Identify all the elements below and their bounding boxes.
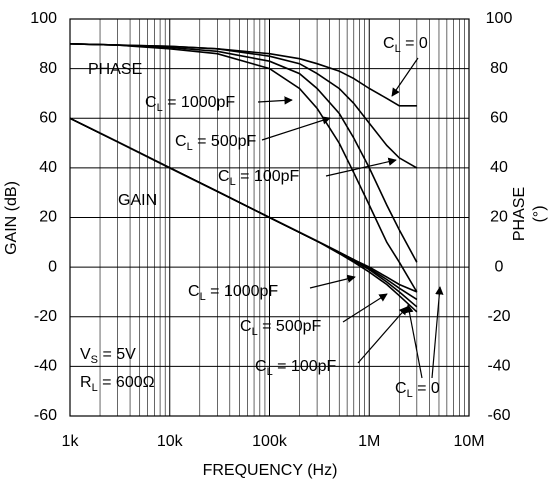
y-tick-label: 100 [30, 10, 57, 27]
annotation-text: = 0 [401, 35, 428, 52]
annotation-text: C [175, 133, 187, 150]
y-tick-label: -20 [34, 308, 57, 325]
annotation-subscript: L [395, 43, 401, 55]
annotation-arrow [405, 304, 423, 379]
annotation-subscript: L [157, 102, 163, 114]
annotation-arrow [325, 157, 397, 177]
annotation: CL = 100pF [255, 358, 337, 378]
y-tick-label: -60 [34, 407, 57, 424]
annotation-text: R [80, 374, 92, 391]
y2-tick-label: 40 [490, 159, 508, 176]
annotation: CL = 0 [383, 35, 428, 55]
annotation: CL = 0 [395, 380, 440, 400]
y2-tick-label: -40 [487, 358, 510, 375]
y2-tick-label: 60 [490, 109, 508, 126]
annotation-text: C [188, 283, 200, 300]
y2-tick-label: 0 [495, 258, 504, 275]
y-tick-label: 0 [48, 258, 57, 275]
annotation: CL = 500pF [240, 318, 322, 338]
annotation: RL = 600Ω [80, 374, 155, 394]
annotation-text: V [80, 346, 91, 363]
y-tick-label: 40 [39, 159, 57, 176]
annotation: VS = 5V [80, 346, 136, 366]
x-tick-label: 10k [157, 433, 184, 450]
annotation: GAIN [118, 192, 157, 209]
annotation-text: PHASE [88, 61, 142, 78]
annotation: CL = 100pF [218, 168, 300, 188]
annotation-text: = 500pF [193, 133, 257, 150]
annotation-text: C [383, 35, 395, 52]
annotation-text: = 600Ω [98, 374, 155, 391]
y-tick-label: -40 [34, 358, 57, 375]
y-axis-label: GAIN (dB) [3, 181, 20, 255]
annotation-text: = 500pF [258, 318, 322, 335]
y-tick-label: 80 [39, 60, 57, 77]
annotation-subscript: L [230, 176, 236, 188]
annotation-arrow [431, 286, 444, 379]
x-tick-label: 100k [252, 433, 288, 450]
x-tick-label: 10M [453, 433, 484, 450]
y2-tick-label: 80 [490, 60, 508, 77]
annotation-subscript: L [187, 141, 193, 153]
series-line [69, 43, 418, 293]
series-line [69, 43, 418, 169]
annotation-arrow [357, 306, 408, 364]
annotation-text: = 100pF [273, 358, 337, 375]
annotation-arrow [342, 293, 388, 323]
annotation-text: = 0 [413, 380, 440, 397]
annotation-subscript: L [407, 388, 413, 400]
annotation-subscript: S [91, 354, 98, 366]
annotation-text: C [145, 94, 157, 111]
annotation-subscript: L [92, 382, 98, 394]
y2-axis-label: (°) [531, 205, 548, 222]
y2-tick-label: -60 [487, 407, 510, 424]
annotation-text: C [255, 358, 267, 375]
annotation-arrow [257, 96, 293, 105]
y2-axis-label: PHASE [511, 187, 528, 241]
annotation-text: C [395, 380, 407, 397]
annotation: CL = 1000pF [188, 283, 278, 303]
y2-tick-label: 20 [490, 209, 508, 226]
annotation: PHASE [88, 61, 142, 78]
annotation-text: GAIN [118, 192, 157, 209]
annotation-subscript: L [200, 291, 206, 303]
annotation-text: = 5V [98, 346, 136, 363]
x-tick-label: 1k [62, 433, 80, 450]
annotation-text: = 1000pF [163, 94, 236, 111]
annotation-text: = 1000pF [206, 283, 279, 300]
annotation-text: C [218, 168, 230, 185]
annotation: CL = 1000pF [145, 94, 235, 114]
annotation: CL = 500pF [175, 133, 257, 153]
annotation-arrow [391, 57, 419, 97]
y-tick-label: 60 [39, 109, 57, 126]
y2-tick-label: -20 [487, 308, 510, 325]
annotation-text: = 100pF [236, 168, 300, 185]
annotation-arrow [261, 116, 331, 141]
annotation-text: C [240, 318, 252, 335]
x-tick-label: 1M [358, 433, 380, 450]
y-tick-label: 20 [39, 209, 57, 226]
series-line [69, 43, 418, 263]
series-line [69, 117, 418, 313]
annotation-arrow [309, 274, 356, 289]
x-axis-label: FREQUENCY (Hz) [203, 462, 338, 479]
annotation-subscript: L [252, 326, 258, 338]
annotation-subscript: L [267, 366, 273, 378]
y2-tick-label: 100 [486, 10, 513, 27]
